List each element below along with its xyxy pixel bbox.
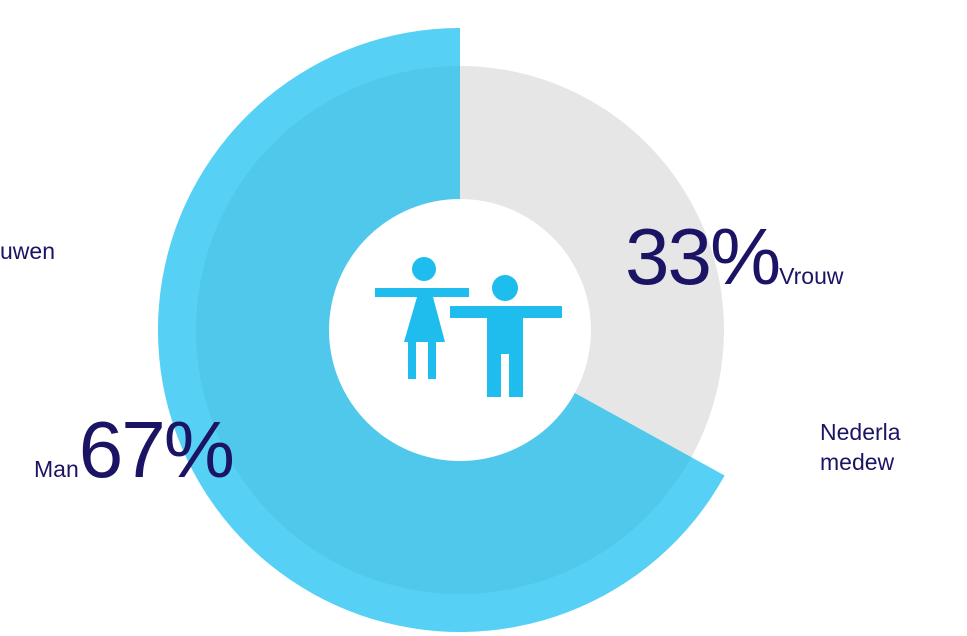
man-label-group: Man67% (34, 410, 235, 490)
children-icon (375, 257, 562, 397)
right-truncated-text-line1: Nederla (820, 419, 901, 445)
man-label: Man (34, 456, 79, 482)
vrouw-percentage: 33% (625, 212, 781, 301)
right-truncated-text-line2: medew (820, 449, 895, 475)
vrouw-label-group: 33%Vrouw (625, 217, 843, 297)
vrouw-label: Vrouw (779, 263, 844, 289)
man-percentage: 67% (78, 405, 235, 494)
donut-hole (329, 199, 591, 461)
left-truncated-text: uwen (0, 238, 55, 264)
